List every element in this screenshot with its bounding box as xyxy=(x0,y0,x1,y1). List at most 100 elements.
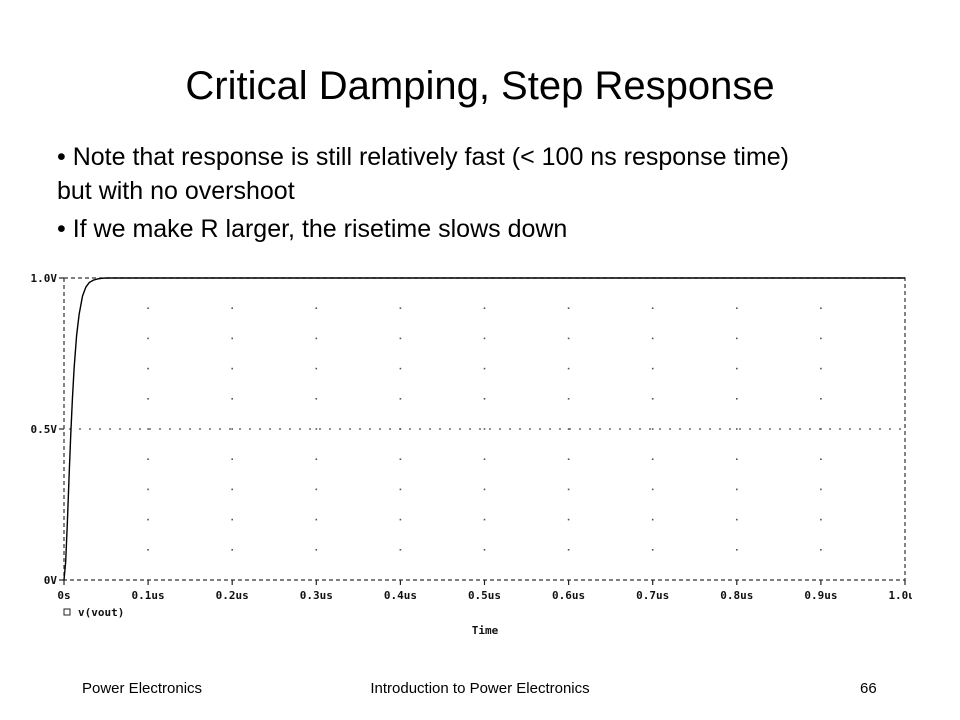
grid-dot xyxy=(147,549,149,551)
grid-dot xyxy=(329,428,331,430)
grid-dot xyxy=(147,458,149,460)
grid-dot xyxy=(820,337,822,340)
grid-dot xyxy=(649,428,651,430)
grid-dot xyxy=(459,428,461,430)
grid-dot xyxy=(315,549,318,551)
grid-dot xyxy=(399,367,402,370)
grid-dot xyxy=(179,428,181,430)
grid-dot xyxy=(483,337,486,340)
grid-dot xyxy=(736,398,738,400)
grid-dot xyxy=(239,428,241,430)
grid-dot xyxy=(589,428,591,430)
grid-dot xyxy=(559,428,561,430)
grid-dot xyxy=(509,428,511,430)
grid-dot xyxy=(299,428,301,430)
footer-page-number: 66 xyxy=(860,680,877,697)
legend-label: v(vout) xyxy=(78,606,124,619)
grid-dot xyxy=(269,428,271,430)
grid-dot xyxy=(689,428,691,430)
grid-dot xyxy=(651,337,654,340)
grid-dot xyxy=(249,428,251,430)
grid-dot xyxy=(489,428,491,430)
grid-dot xyxy=(739,428,741,430)
grid-dot xyxy=(231,518,233,521)
x-tick-label: 0.9us xyxy=(804,589,837,602)
grid-dot xyxy=(567,549,570,551)
grid-dot xyxy=(736,488,738,491)
grid-dot xyxy=(736,337,738,340)
grid-dot xyxy=(820,458,822,460)
grid-dot xyxy=(569,428,571,430)
grid-dot xyxy=(736,367,738,370)
grid-dot xyxy=(449,428,451,430)
grid-dot xyxy=(319,428,321,430)
grid-dot xyxy=(231,458,233,460)
grid-dot xyxy=(315,458,318,460)
grid-dot xyxy=(309,428,311,430)
grid-dot xyxy=(820,488,822,491)
grid-dot xyxy=(789,428,791,430)
grid-dot xyxy=(439,428,441,430)
grid-dot xyxy=(567,428,570,430)
grid-dot xyxy=(209,428,211,430)
grid-dot xyxy=(231,367,233,370)
grid-dot xyxy=(759,428,761,430)
grid-dot xyxy=(231,428,233,430)
grid-dot xyxy=(567,307,570,309)
grid xyxy=(69,307,901,551)
grid-dot xyxy=(769,428,771,430)
grid-dot xyxy=(89,428,91,430)
grid-dot xyxy=(139,428,141,430)
bullet-item: If we make R larger, the risetime slows … xyxy=(57,212,817,246)
grid-dot xyxy=(567,398,570,400)
x-tick-label: 0.4us xyxy=(384,589,417,602)
x-tick-label: 0.6us xyxy=(552,589,585,602)
grid-dot xyxy=(79,428,81,430)
series-line-vout xyxy=(63,277,905,581)
grid-dot xyxy=(231,337,233,340)
grid-dot xyxy=(147,367,149,370)
grid-dot xyxy=(315,398,318,400)
grid-dot xyxy=(231,549,233,551)
grid-dot xyxy=(651,549,654,551)
grid-dot xyxy=(799,428,801,430)
grid-dot xyxy=(719,428,721,430)
grid-dot xyxy=(339,428,341,430)
grid-dot xyxy=(147,337,149,340)
grid-dot xyxy=(159,428,161,430)
y-tick-label: 1.0V xyxy=(31,272,58,285)
grid-dot xyxy=(199,428,201,430)
grid-dot xyxy=(567,367,570,370)
grid-dot xyxy=(315,337,318,340)
grid-dot xyxy=(289,428,291,430)
grid-dot xyxy=(399,458,402,460)
grid-dot xyxy=(820,307,822,309)
grid-dot xyxy=(219,428,221,430)
grid-dot xyxy=(147,307,149,309)
grid-dot xyxy=(651,428,654,430)
footer-left: Power Electronics xyxy=(82,680,203,697)
grid-dot xyxy=(820,549,822,551)
grid-dot xyxy=(736,428,738,430)
chart-panel: 0V 0.5V 1.0V 0s 0.1us 0.2us 0.3us 0.4us 0.5us 0.… xyxy=(0,258,922,638)
grid-dot xyxy=(469,428,471,430)
grid-dot xyxy=(736,518,738,521)
grid-dot xyxy=(549,428,551,430)
grid-dot xyxy=(399,488,402,491)
y-tick-label: 0.5V xyxy=(31,423,58,436)
x-tick-label: 0.1us xyxy=(132,589,165,602)
x-tick-label: 0.8us xyxy=(720,589,753,602)
grid-dot xyxy=(149,428,151,430)
grid-dot xyxy=(315,307,318,309)
grid-dot xyxy=(820,428,822,430)
grid-dot xyxy=(315,518,318,521)
grid-dot xyxy=(399,337,402,340)
grid-dot xyxy=(869,428,871,430)
grid-dot xyxy=(483,428,486,430)
grid-dot xyxy=(519,428,521,430)
grid-dot xyxy=(567,458,570,460)
grid-dot xyxy=(679,428,681,430)
grid-dot xyxy=(651,488,654,491)
grid-dot xyxy=(651,367,654,370)
grid-dot xyxy=(147,428,149,430)
